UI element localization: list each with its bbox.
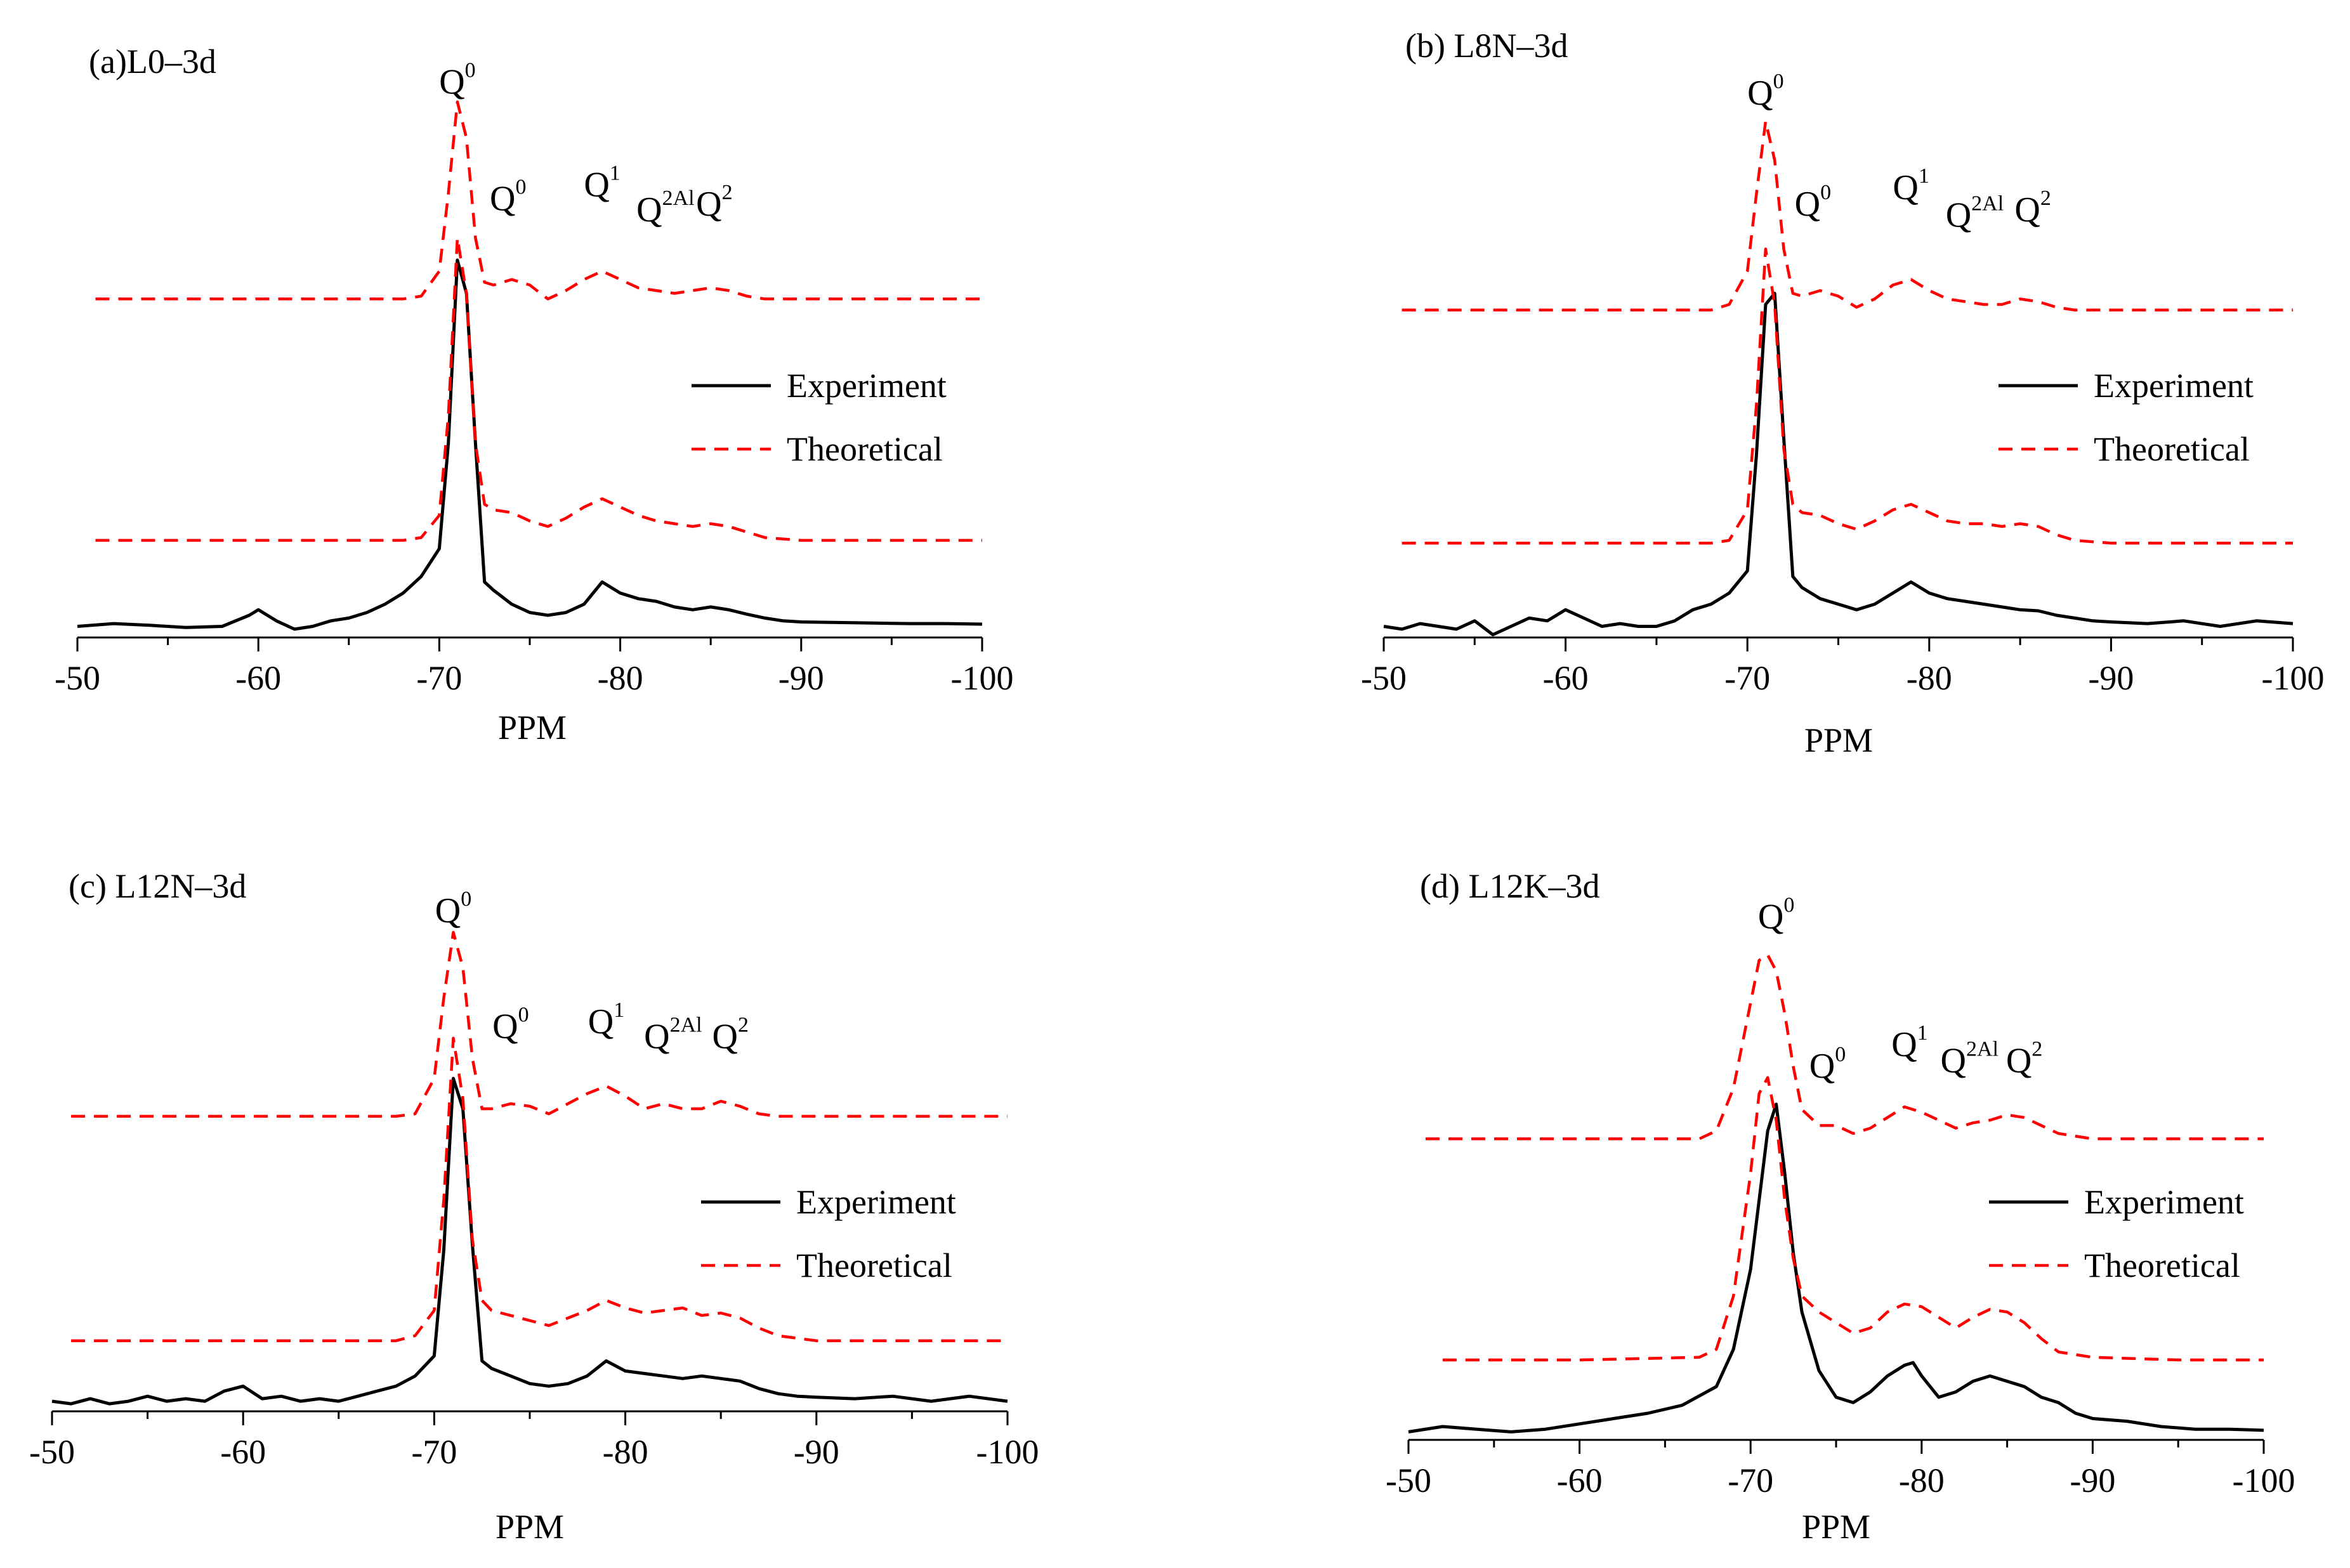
- experiment-line: [1408, 1102, 2264, 1434]
- x-axis-title: PPM: [1804, 721, 1873, 759]
- peak-label: Q1: [1893, 164, 1929, 207]
- theoretical-components-line: [71, 931, 1008, 1118]
- x-tick-label: -90: [2070, 1461, 2115, 1499]
- theoretical-line: [71, 1036, 1008, 1342]
- x-tick-label: -60: [220, 1433, 266, 1471]
- peak-label: Q2Al: [1941, 1037, 1999, 1080]
- x-tick-label: -60: [235, 659, 281, 697]
- experiment-line: [77, 258, 983, 631]
- experiment-line: [1383, 292, 2294, 637]
- legend-experiment-label: Experiment: [2084, 1183, 2244, 1221]
- x-tick-label: -70: [1728, 1461, 1773, 1499]
- x-axis-title: PPM: [498, 709, 567, 747]
- peak-label: Q2: [696, 181, 732, 224]
- legend-experiment-label: Experiment: [2094, 367, 2254, 405]
- x-tick-label: -90: [778, 659, 824, 697]
- panel-title: (c) L12N–3d: [69, 867, 246, 905]
- peak-label: Q0: [1758, 894, 1794, 937]
- panel-title: (d) L12K–3d: [1420, 867, 1599, 905]
- x-tick-label: -80: [598, 659, 643, 697]
- panel-title: (b) L8N–3d: [1405, 27, 1568, 65]
- peak-label: Q0: [490, 175, 526, 218]
- x-tick-label: -50: [29, 1433, 75, 1471]
- peak-label: Q2Al: [1946, 192, 2004, 235]
- theoretical-components-line: [95, 100, 982, 301]
- x-tick-label: -90: [2088, 659, 2134, 697]
- x-tick-label: -90: [794, 1433, 839, 1471]
- x-tick-label: -70: [411, 1433, 457, 1471]
- x-axis-title: PPM: [496, 1508, 564, 1546]
- x-axis-title: PPM: [1802, 1508, 1870, 1546]
- peak-label: Q0: [492, 1003, 528, 1047]
- x-tick-label: -60: [1557, 1461, 1603, 1499]
- experiment-line: [51, 1076, 1008, 1406]
- peak-label: Q0: [1809, 1043, 1846, 1086]
- legend-theoretical-label: Theoretical: [796, 1246, 952, 1284]
- peak-label: Q2: [2014, 186, 2051, 230]
- legend-experiment-label: Experiment: [787, 367, 947, 405]
- theoretical-components-line: [1401, 120, 2293, 312]
- x-tick-label: -60: [1543, 659, 1589, 697]
- x-tick-label: -80: [1899, 1461, 1945, 1499]
- peak-label: Q0: [1747, 70, 1783, 113]
- x-tick-label: -100: [976, 1433, 1039, 1471]
- x-tick-label: -80: [1907, 659, 1952, 697]
- legend-experiment-label: Experiment: [796, 1183, 956, 1221]
- theoretical-line: [1442, 1076, 2264, 1362]
- x-tick-label: -50: [1361, 659, 1407, 697]
- legend-theoretical-label: Theoretical: [2094, 430, 2250, 468]
- x-tick-label: -100: [2233, 1461, 2295, 1499]
- peak-label: Q1: [584, 161, 620, 204]
- x-tick-label: -70: [416, 659, 462, 697]
- peak-label: Q0: [1795, 181, 1831, 224]
- x-tick-label: -50: [1386, 1461, 1431, 1499]
- peak-label: Q2Al: [644, 1014, 702, 1057]
- theoretical-line: [95, 236, 982, 542]
- panel-c: (c) L12N–3d PPM -50 -60 -70 -80 -90 -100 Q0 Q0 Q…: [29, 867, 1039, 1546]
- peak-label: Q2Al: [636, 186, 694, 230]
- x-tick-label: -100: [2262, 659, 2325, 697]
- peak-label: Q1: [1891, 1021, 1927, 1064]
- panel-b: (b) L8N–3d PPM -50 -60 -70 -80 -90 -100 Q0 Q0 Q1…: [1361, 27, 2324, 759]
- x-tick-label: -50: [55, 659, 100, 697]
- x-tick-label: -70: [1724, 659, 1770, 697]
- legend-theoretical-label: Theoretical: [787, 430, 943, 468]
- x-tick-label: -80: [603, 1433, 648, 1471]
- panel-title: (a)L0–3d: [89, 42, 216, 81]
- x-tick-label: -100: [951, 659, 1014, 697]
- peak-label: Q0: [439, 59, 475, 102]
- panel-a: (a)L0–3d PPM -50 -60 -70 -80 -90 -100 Q0 Q0 Q1 Q2…: [55, 42, 1013, 747]
- peak-label: Q0: [435, 887, 471, 931]
- legend-theoretical-label: Theoretical: [2084, 1246, 2240, 1284]
- peak-label: Q2: [712, 1014, 749, 1057]
- peak-label: Q1: [588, 998, 624, 1042]
- panel-d: (d) L12K–3d PPM -50 -60 -70 -80 -90 -100 Q0 Q0 Q…: [1386, 867, 2295, 1546]
- peak-label: Q2: [2006, 1037, 2042, 1080]
- theoretical-line: [1401, 247, 2293, 545]
